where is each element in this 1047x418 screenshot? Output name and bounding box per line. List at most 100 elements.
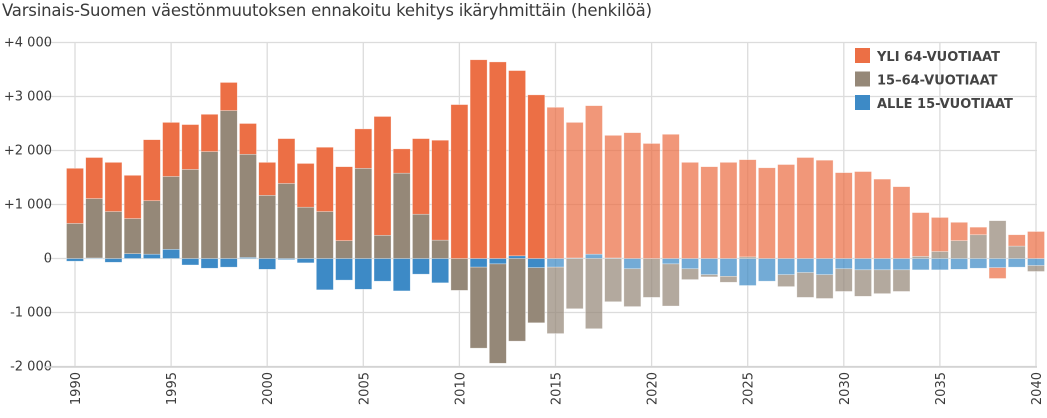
bar-yli64-2009 <box>431 139 449 241</box>
bar-15-64-2006 <box>373 234 392 259</box>
x-tick-label: 2015 <box>550 372 565 405</box>
bar-15-64-2018 <box>604 258 622 303</box>
bar-15-64-1998 <box>219 110 238 259</box>
legend-swatch-1 <box>855 71 870 87</box>
bar-yli64-1992 <box>104 162 123 212</box>
bar-15-64-2036 <box>950 240 968 259</box>
bar-alle15-2015 <box>546 258 565 268</box>
bar-15-64-2014 <box>527 267 546 324</box>
bar-alle15-2037 <box>969 258 988 269</box>
bar-yli64-2030 <box>834 172 853 259</box>
bar-alle15-1995 <box>162 249 180 259</box>
bar-15-64-2040 <box>1027 265 1045 272</box>
bar-alle15-2034 <box>911 258 930 271</box>
bar-alle15-2027 <box>777 258 795 276</box>
bar-alle15-1994 <box>143 253 161 259</box>
bar-yli64-2014 <box>527 94 546 259</box>
bar-alle15-2023 <box>700 258 719 276</box>
bar-alle15-2025 <box>738 258 757 286</box>
y-tick-label: -2 000 <box>10 360 52 375</box>
bar-15-64-2023 <box>700 274 719 278</box>
y-tick-label: -1 000 <box>10 306 52 321</box>
x-tick-label: 2000 <box>261 372 276 405</box>
bar-yli64-2033 <box>892 186 911 259</box>
bar-15-64-2029 <box>815 274 834 299</box>
bar-yli64-2039 <box>1007 234 1026 247</box>
y-tick-label: +3 000 <box>4 90 52 105</box>
bar-15-64-2039 <box>1007 245 1026 259</box>
bar-yli64-2015 <box>546 107 565 259</box>
bar-alle15-1997 <box>200 258 219 269</box>
bar-alle15-2005 <box>354 258 373 290</box>
bar-yli64-2003 <box>316 146 334 212</box>
bar-15-64-2012 <box>489 263 507 364</box>
bar-15-64-2007 <box>392 172 411 259</box>
bar-15-64-2027 <box>777 274 795 287</box>
bar-15-64-2009 <box>431 239 449 259</box>
bar-15-64-2015 <box>546 266 565 334</box>
bar-yli64-2000 <box>258 162 277 196</box>
bar-15-64-2002 <box>296 206 315 259</box>
bar-alle15-2017 <box>585 253 603 259</box>
bar-yli64-2026 <box>758 167 776 259</box>
bar-yli64-1994 <box>143 139 161 202</box>
bar-alle15-1998 <box>219 258 238 268</box>
y-tick-label: +4 000 <box>4 36 52 51</box>
y-tick-label: +1 000 <box>4 198 52 213</box>
bar-alle15-2019 <box>623 258 642 270</box>
bar-yli64-1990 <box>66 168 84 224</box>
bar-15-64-2022 <box>681 268 699 280</box>
chart-title: Varsinais-Suomen väestönmuutoksen ennako… <box>2 1 652 20</box>
bar-yli64-2020 <box>642 143 661 259</box>
bar-15-64-2003 <box>316 211 334 259</box>
bar-alle15-2039 <box>1007 258 1026 268</box>
bar-alle15-2021 <box>662 258 680 265</box>
bar-15-64-2038 <box>988 220 1007 259</box>
y-tick-label: 0 <box>44 252 52 267</box>
bar-15-64-2032 <box>873 269 892 294</box>
bar-15-64-1993 <box>123 218 142 254</box>
bar-15-64-2019 <box>623 268 642 307</box>
bar-15-64-2011 <box>469 266 488 349</box>
bar-15-64-2000 <box>258 195 277 259</box>
bar-alle15-2030 <box>834 258 853 270</box>
x-tick-label: 2025 <box>742 372 757 405</box>
bar-yli64-2011 <box>469 59 488 259</box>
bar-yli64-2006 <box>373 116 392 236</box>
x-tick-label: 2005 <box>357 372 372 405</box>
bar-yli64-2007 <box>392 148 411 174</box>
bar-yli64-1995 <box>162 122 180 177</box>
legend-swatch-2 <box>855 95 870 110</box>
bar-yli64-2021 <box>662 134 680 259</box>
bar-yli64-2004 <box>335 166 353 241</box>
bar-alle15-2031 <box>854 258 872 271</box>
bar-yli64-2038 <box>988 267 1007 279</box>
bar-yli64-2025 <box>738 159 757 258</box>
bar-15-64-2020 <box>642 258 661 298</box>
bar-alle15-2009 <box>431 258 449 284</box>
bar-alle15-2012 <box>489 258 507 265</box>
x-tick-label: 2010 <box>453 372 468 405</box>
bar-15-64-2035 <box>931 251 949 259</box>
bar-yli64-2024 <box>719 162 738 259</box>
bar-yli64-1999 <box>239 123 257 155</box>
bar-yli64-2008 <box>412 138 430 215</box>
bar-alle15-2008 <box>412 258 430 275</box>
bar-15-64-2030 <box>834 268 853 292</box>
bar-15-64-1999 <box>239 153 257 258</box>
bar-yli64-2016 <box>565 122 584 259</box>
bar-15-64-2034 <box>911 256 930 259</box>
bar-alle15-1993 <box>123 253 142 259</box>
x-tick-label: 2020 <box>646 372 661 405</box>
bar-alle15-2000 <box>258 258 277 270</box>
bar-alle15-2028 <box>796 258 815 273</box>
bar-yli64-2018 <box>604 135 622 259</box>
bar-15-64-2008 <box>412 213 430 259</box>
bar-yli64-2013 <box>508 70 526 257</box>
bar-alle15-2035 <box>931 258 949 271</box>
bar-alle15-2004 <box>335 258 353 281</box>
bar-yli64-1996 <box>181 124 200 170</box>
legend-label-1: 15–64-VUOTIAAT <box>877 74 998 89</box>
